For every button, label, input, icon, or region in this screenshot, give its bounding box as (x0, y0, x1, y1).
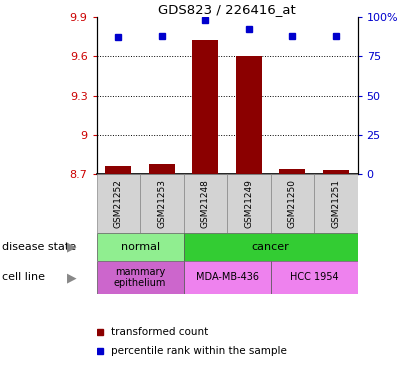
Bar (97, 232, 184, 261)
Text: GSM21252: GSM21252 (114, 179, 123, 228)
Text: GSM21249: GSM21249 (244, 179, 253, 228)
Bar (270, 261, 358, 294)
Text: cancer: cancer (252, 242, 289, 252)
Bar (236, 56, 262, 174)
Text: ▶: ▶ (67, 240, 77, 253)
Bar (184, 261, 270, 294)
Bar (149, 164, 175, 174)
Bar (279, 169, 305, 174)
Text: GSM21251: GSM21251 (331, 179, 340, 228)
Title: GDS823 / 226416_at: GDS823 / 226416_at (158, 3, 296, 16)
Bar (270, 174, 314, 232)
Bar (184, 232, 358, 261)
Bar (97, 261, 184, 294)
Text: transformed count: transformed count (111, 327, 208, 337)
Text: MDA-MB-436: MDA-MB-436 (196, 273, 259, 282)
Text: GSM21248: GSM21248 (201, 179, 210, 228)
Text: GSM21253: GSM21253 (157, 179, 166, 228)
Bar (97, 174, 140, 232)
Bar (140, 174, 184, 232)
Text: cell line: cell line (2, 273, 45, 282)
Text: GSM21250: GSM21250 (288, 179, 297, 228)
Text: disease state: disease state (2, 242, 76, 252)
Text: mammary
epithelium: mammary epithelium (114, 267, 166, 288)
Bar (227, 174, 270, 232)
Text: percentile rank within the sample: percentile rank within the sample (111, 346, 287, 356)
Bar (105, 166, 132, 174)
Text: ▶: ▶ (67, 271, 77, 284)
Bar (184, 174, 227, 232)
Bar (314, 174, 358, 232)
Bar (323, 170, 349, 174)
Bar (192, 40, 218, 174)
Text: normal: normal (120, 242, 159, 252)
Text: HCC 1954: HCC 1954 (290, 273, 338, 282)
